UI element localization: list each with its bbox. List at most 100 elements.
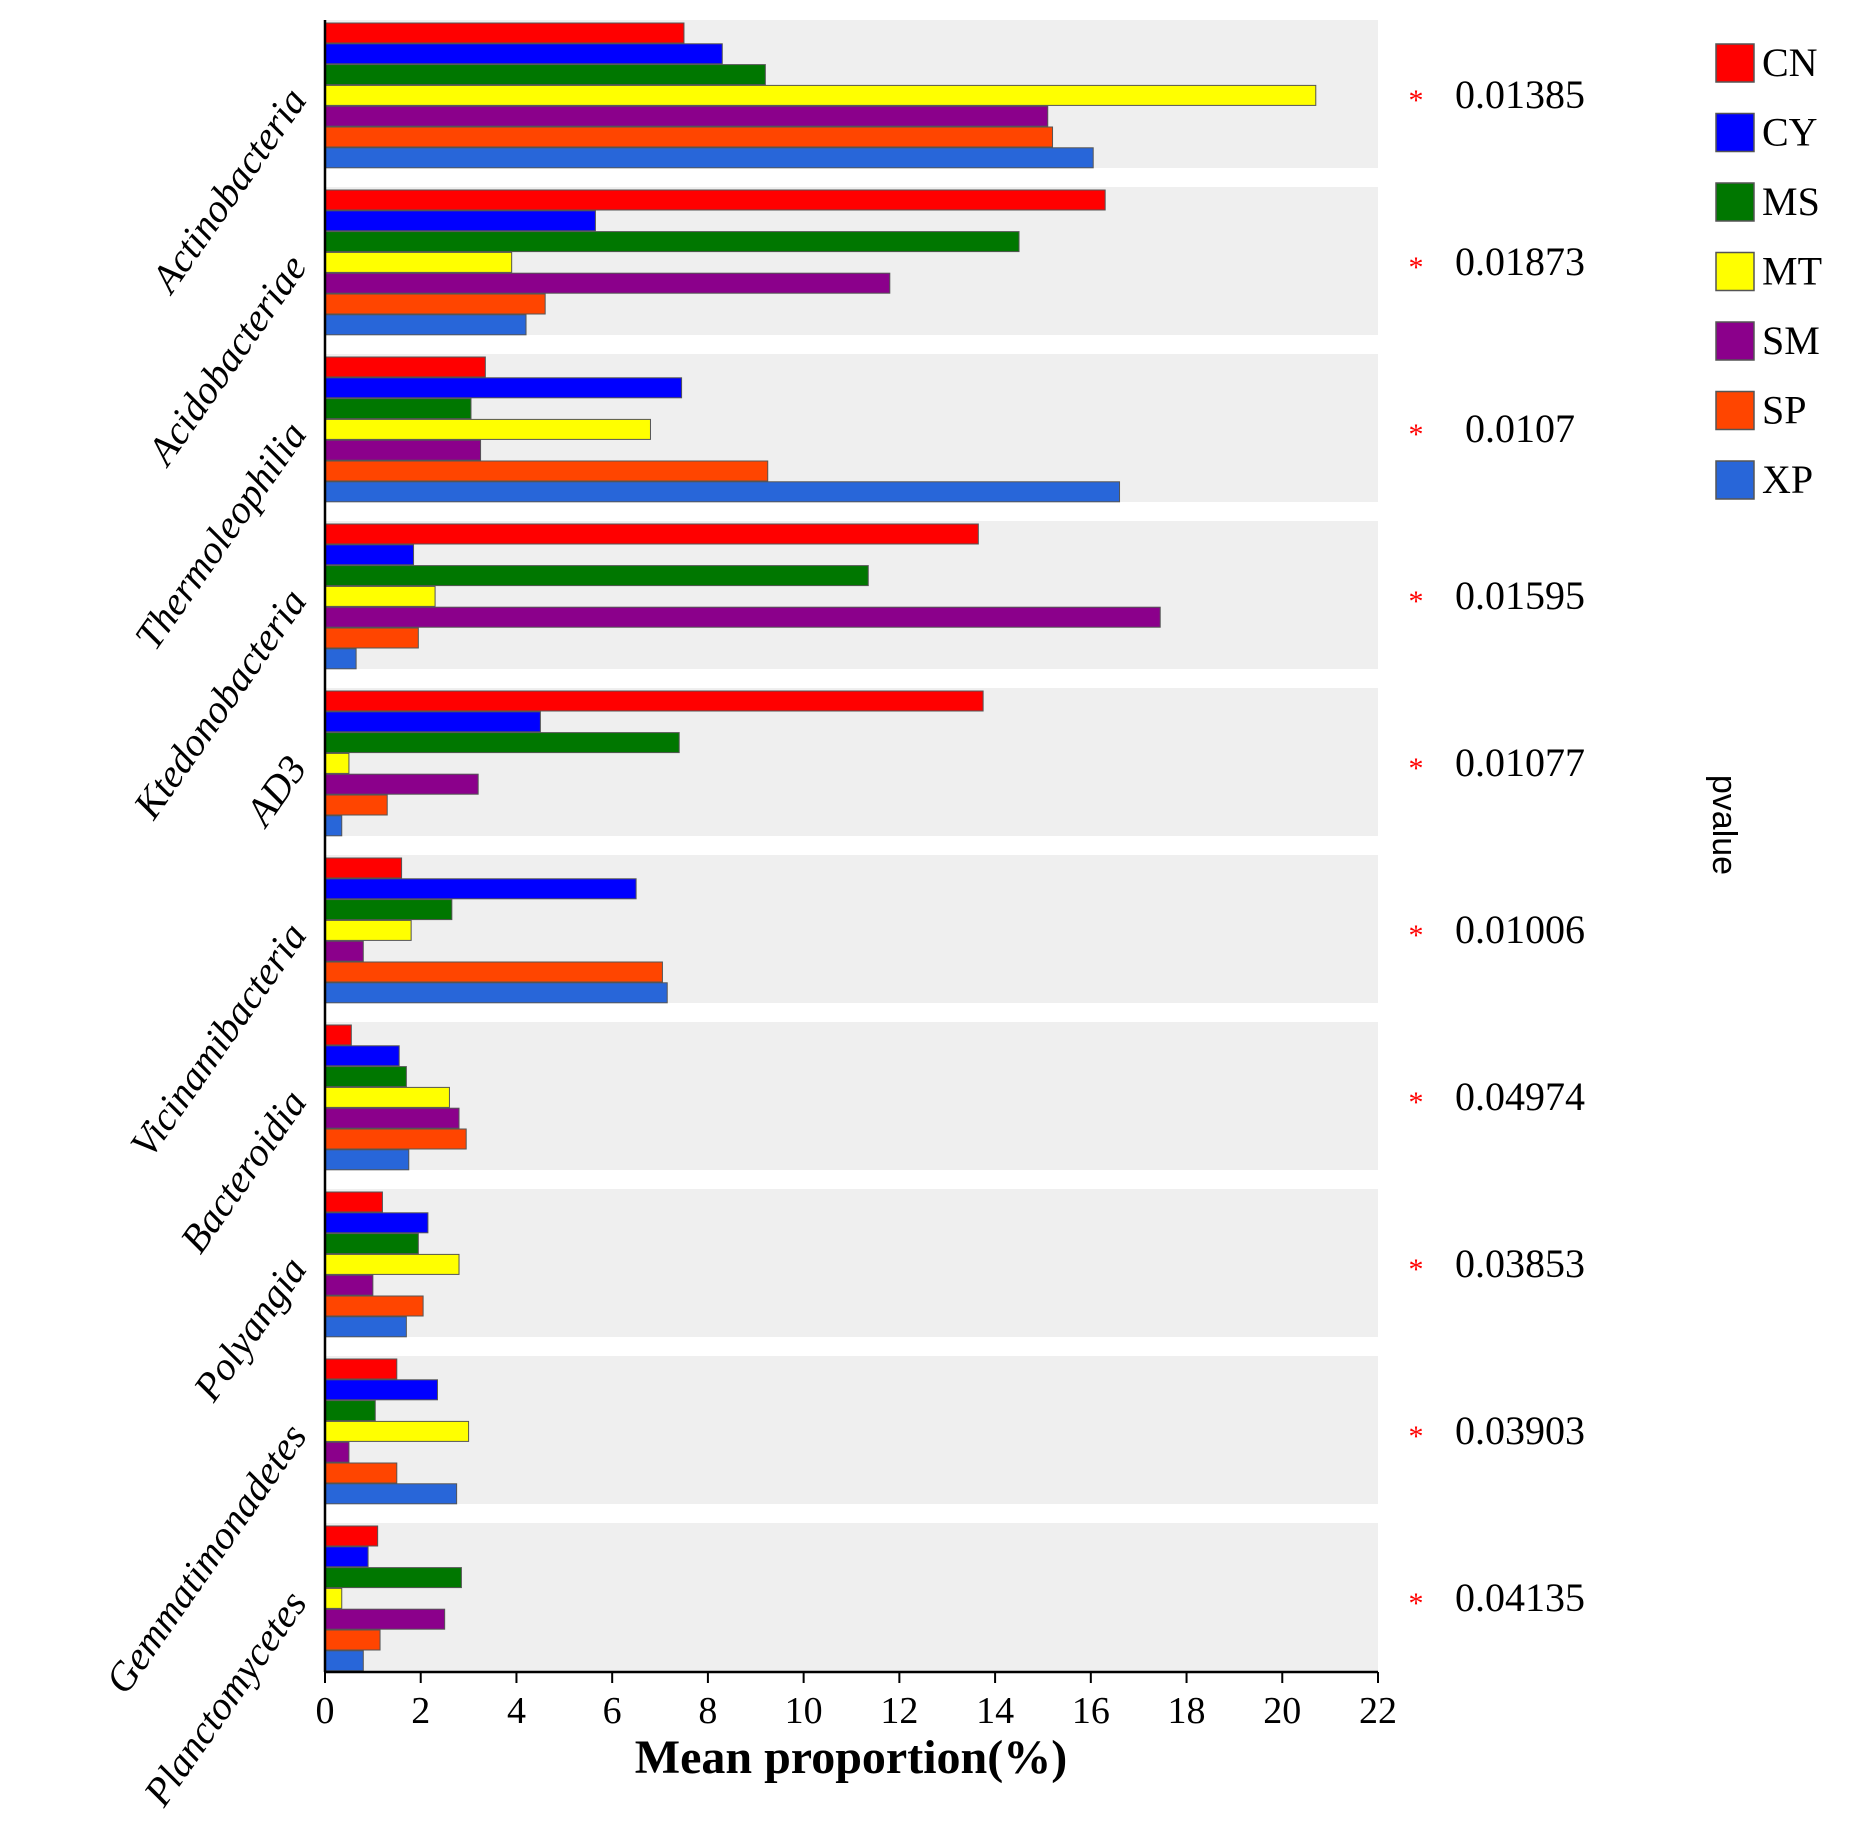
significance-marker: * [1409,251,1424,284]
legend-swatch-sp [1715,390,1755,431]
legend-swatch-xp [1715,460,1755,500]
bar-ms [324,899,453,921]
bar-mt [324,251,513,273]
bar-xp [324,815,343,837]
bar-sm [324,606,1161,628]
bar-mt [324,919,412,941]
significance-marker: * [1409,1420,1424,1453]
bar-sp [324,1128,467,1150]
bar-ms [324,1233,419,1255]
category-label: AD3 [235,747,316,835]
bar-mt [324,1086,450,1108]
bar-xp [324,147,1094,169]
x-tick-label: 2 [411,1690,430,1732]
bar-xp [324,982,668,1004]
bar-xp [324,481,1121,503]
bar-ms [324,565,869,587]
bar-sp [324,1629,381,1651]
bar-ms [324,398,472,420]
pvalue-label: 0.01077 [1455,740,1585,785]
legend-label-cy: CY [1762,110,1818,155]
x-tick-label: 16 [1072,1690,1110,1732]
legend-label-cn: CN [1762,40,1818,85]
significance-marker: * [1409,585,1424,618]
bar-ms [324,1066,407,1088]
pvalue-axis-title: pvalue [1705,775,1743,875]
bar-mt [324,1253,460,1275]
x-tick-label: 20 [1263,1690,1301,1732]
bar-mt [324,1420,470,1442]
bar-ms [324,231,1020,253]
bar-sp [324,460,769,482]
bar-cy [324,210,596,232]
pvalue-label: 0.01595 [1455,573,1585,618]
legend: CN CY MS MT SM SP XP [1715,40,1822,502]
category-panel [325,1022,1378,1170]
pvalue-label: 0.01006 [1455,907,1585,952]
bar-sm [324,439,482,461]
category-label: Polyangia [184,1248,316,1409]
significance-marker: * [1409,418,1424,451]
bar-sm [324,272,891,294]
bar-sp [324,794,388,816]
bar-cy [324,878,637,900]
bar-cy [324,1546,369,1568]
category-panel [325,1356,1378,1504]
bar-sm [324,105,1049,127]
legend-label-ms: MS [1762,179,1820,224]
bar-sp [324,293,546,315]
bar-cy [324,711,541,733]
bar-mt [324,418,651,440]
significance-marker: * [1409,1086,1424,1119]
x-tick-label: 12 [880,1690,918,1732]
bar-mt [324,752,350,774]
bar-sm [324,940,364,962]
pvalue-label: 0.03903 [1455,1408,1585,1453]
legend-swatch-ms [1715,182,1755,222]
legend-label-mt: MT [1762,249,1822,294]
bar-mt [324,84,1317,106]
x-tick-label: 22 [1359,1690,1397,1732]
significance-marker: * [1409,84,1424,117]
bar-sp [324,1295,424,1317]
significance-marker: * [1409,919,1424,952]
bar-xp [324,1316,407,1338]
bar-cn [324,523,979,545]
bar-cn [324,1191,383,1213]
x-axis-title: Mean proportion(%) [635,1731,1067,1784]
significance-marker: * [1409,752,1424,785]
legend-label-xp: XP [1762,457,1813,502]
bars [324,22,1317,1672]
legend-swatch-sm [1715,321,1755,361]
bar-cy [324,1379,438,1401]
bar-cn [324,857,403,879]
pvalue-label: 0.0107 [1465,406,1575,451]
legend-label-sp: SP [1762,388,1807,433]
bar-xp [324,314,527,336]
legend-swatch-cn [1715,43,1755,83]
significance-marker: * [1409,1587,1424,1620]
bar-cy [324,1212,429,1234]
legend-swatch-mt [1715,251,1755,292]
pvalue-label: 0.04135 [1455,1575,1585,1620]
bar-cn [324,356,486,378]
category-panel [325,1189,1378,1337]
bar-cn [324,1525,379,1547]
bar-cn [324,690,984,712]
axes [323,20,1378,1674]
bar-sp [324,126,1054,148]
legend-label-sm: SM [1762,318,1820,363]
x-tick-label: 18 [1168,1690,1206,1732]
bar-sm [324,1441,350,1463]
bar-cy [324,544,415,566]
bar-xp [324,1483,458,1505]
bar-sm [324,773,479,795]
x-tick-label: 6 [603,1690,622,1732]
bar-xp [324,648,357,670]
bar-mt [324,585,436,607]
bar-sp [324,627,419,649]
bar-ms [324,1567,462,1589]
bar-cn [324,22,685,44]
bar-sm [324,1608,446,1630]
x-tick-label: 0 [316,1690,335,1732]
